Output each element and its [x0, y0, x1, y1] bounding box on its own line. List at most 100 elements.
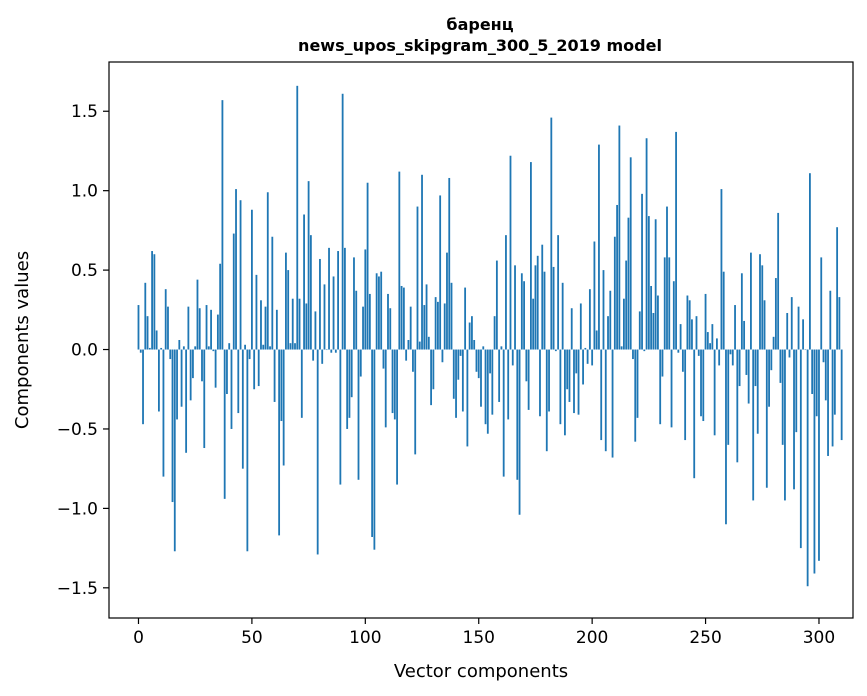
bar-180: [545, 349, 548, 452]
bar-9: [158, 349, 160, 412]
y-tick-label: 0.0: [71, 341, 98, 361]
bar-65: [285, 252, 287, 350]
bar-86: [332, 276, 335, 350]
bar-285: [784, 349, 786, 501]
bar-277: [765, 349, 768, 488]
bar-33: [212, 349, 215, 352]
x-tick-label: 50: [241, 628, 263, 648]
bar-41: [230, 349, 233, 429]
bar-273: [756, 349, 759, 434]
bar-31: [207, 346, 210, 350]
bar-53: [257, 349, 260, 387]
bar-258: [722, 271, 725, 350]
bar-2: [142, 349, 144, 425]
bar-189: [566, 349, 569, 390]
bar-133: [439, 195, 442, 350]
bar-32: [210, 309, 212, 350]
bar-178: [541, 244, 544, 350]
bar-1: [139, 349, 142, 353]
bar-187: [561, 282, 564, 350]
bar-221: [638, 311, 641, 350]
bar-201: [593, 241, 596, 350]
bar-200: [591, 349, 594, 366]
y-axis-label: Components values: [12, 251, 33, 429]
bar-237: [675, 131, 677, 350]
bar-115: [398, 171, 401, 350]
bar-202: [595, 330, 598, 350]
bar-73: [303, 214, 305, 350]
bar-111: [389, 308, 392, 350]
bar-87: [334, 349, 337, 353]
bar-136: [446, 252, 448, 350]
bar-126: [423, 305, 426, 350]
bar-7: [153, 254, 156, 350]
bar-236: [672, 281, 675, 350]
bar-226: [650, 285, 653, 350]
bar-250: [704, 293, 707, 350]
bar-154: [486, 349, 489, 434]
bar-11: [162, 349, 165, 477]
bar-247: [697, 349, 700, 356]
bar-185: [557, 235, 560, 350]
bar-21: [185, 349, 188, 453]
bar-304: [827, 349, 829, 456]
bar-190: [568, 349, 571, 402]
bar-259: [725, 349, 727, 525]
bar-199: [588, 289, 591, 350]
bar-309: [838, 297, 841, 350]
chart-title: баренц: [446, 15, 513, 34]
bar-167: [516, 349, 519, 480]
bar-99: [362, 306, 364, 350]
bar-96: [355, 290, 358, 350]
bar-55: [262, 344, 265, 350]
bar-192: [573, 349, 575, 414]
bar-100: [364, 249, 367, 350]
x-tick-label: 100: [349, 628, 381, 648]
bar-108: [382, 349, 385, 369]
bar-240: [681, 349, 684, 372]
bar-149: [475, 349, 478, 372]
bar-28: [201, 349, 203, 382]
bar-243: [688, 300, 691, 350]
bar-76: [309, 235, 312, 350]
bar-127: [425, 284, 428, 350]
bar-146: [468, 322, 471, 350]
bar-163: [507, 349, 510, 420]
bar-300: [818, 349, 820, 561]
bar-207: [607, 316, 609, 350]
bar-244: [691, 319, 693, 350]
bar-212: [618, 125, 621, 350]
bar-172: [527, 349, 530, 410]
bar-92: [346, 349, 349, 429]
bar-269: [747, 349, 750, 404]
bar-3: [144, 282, 147, 350]
bar-130: [432, 349, 435, 390]
bar-310: [840, 349, 843, 441]
bar-263: [734, 305, 736, 350]
bar-129: [430, 349, 432, 406]
bar-166: [514, 265, 516, 350]
bar-18: [178, 340, 181, 350]
bar-66: [287, 270, 290, 350]
bar-78: [314, 311, 317, 350]
bar-5: [148, 347, 151, 350]
bar-63: [280, 349, 283, 422]
bar-38: [223, 349, 226, 499]
bar-293: [802, 319, 804, 350]
bar-153: [484, 349, 487, 425]
bar-94: [350, 349, 353, 398]
bar-164: [509, 155, 512, 350]
bar-107: [380, 271, 383, 350]
bar-266: [740, 273, 743, 350]
bar-69: [294, 343, 296, 350]
bar-203: [598, 144, 600, 350]
bar-255: [716, 338, 718, 350]
bar-254: [713, 349, 716, 436]
bar-252: [709, 343, 711, 350]
bar-265: [738, 349, 741, 387]
bar-296: [809, 173, 811, 350]
bar-110: [387, 293, 389, 350]
bar-132: [437, 301, 439, 350]
bar-119: [407, 340, 410, 350]
bar-40: [228, 343, 231, 350]
